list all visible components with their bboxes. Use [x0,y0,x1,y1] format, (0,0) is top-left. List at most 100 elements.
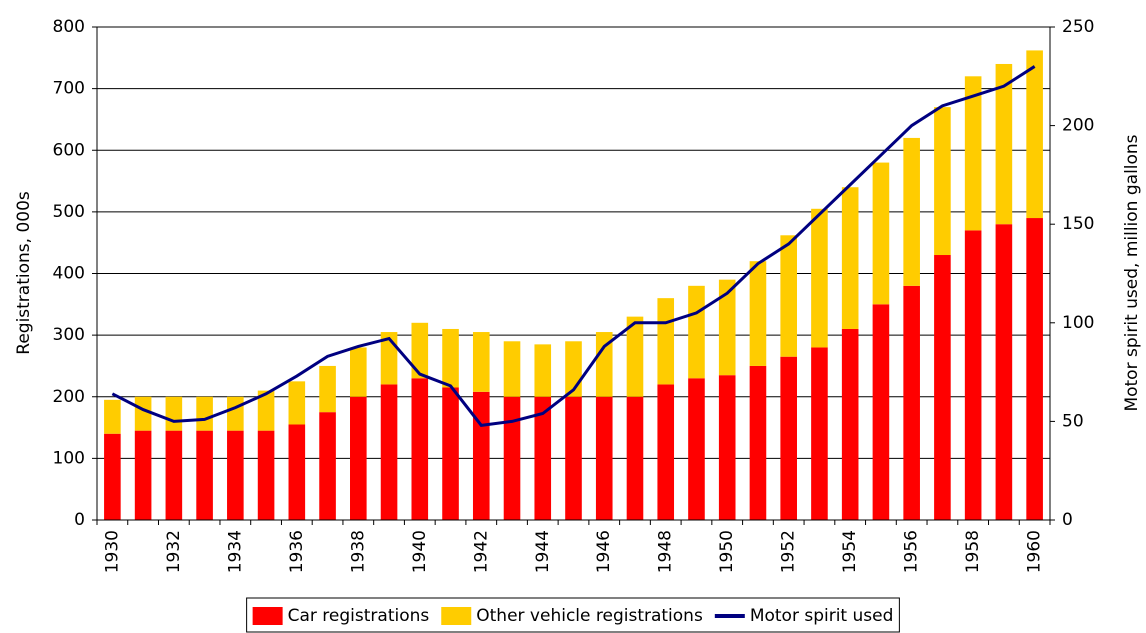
x-tick-label: 1952 [779,530,799,573]
x-tick-label: 1930 [102,530,122,573]
bar [165,430,183,520]
bar [350,396,367,520]
legend-swatch [252,607,283,625]
bar [749,365,767,520]
bar [780,356,797,520]
y2-axis-title: Motor spirit used, million gallons [1122,134,1142,411]
line [111,65,1036,427]
bar [657,384,675,520]
y-tick-label: 100 [53,448,85,468]
bar [411,322,429,379]
bar [841,187,859,329]
bar [811,208,828,348]
y-tick-label: 500 [53,202,85,222]
bar [1026,50,1043,219]
x-tick-label: 1942 [471,530,491,573]
x-tick-label: 1948 [656,530,676,573]
x-tick-label: 1946 [594,530,614,573]
bar [104,433,121,520]
legend-swatch [441,607,472,625]
bar [749,261,767,366]
bar [841,328,859,520]
y2-tick-label: 250 [1062,17,1094,37]
bar [227,430,244,520]
y2-tick-label: 100 [1062,313,1094,333]
bar [257,430,275,520]
bar [442,328,459,388]
y2-tick-label: 50 [1062,411,1084,431]
bar [995,63,1013,225]
y-tick-label: 200 [53,387,85,407]
x-tick-label: 1956 [902,530,922,573]
bar [472,391,490,520]
bar [565,396,582,520]
bar [380,384,398,520]
legend-label: Other vehicle registrations [476,606,703,626]
bar [811,347,828,520]
bar [227,396,244,431]
bar [196,396,213,431]
x-tick-label: 1960 [1025,530,1045,573]
bar [503,341,521,397]
bar [903,285,920,520]
bar [165,396,183,431]
bar [257,390,275,431]
bar [934,107,951,256]
bar [657,298,675,385]
bar [472,332,490,392]
bar [872,162,890,305]
y2-tick-label: 0 [1062,510,1073,530]
bar [595,332,613,397]
bar [534,344,552,397]
y-tick-label: 800 [53,17,85,37]
bar [134,396,152,431]
x-tick-label: 1958 [963,530,983,573]
bar [350,347,367,397]
x-tick-label: 1954 [840,530,860,573]
x-tick-label: 1938 [348,530,368,573]
legend-box [246,597,900,633]
bar [688,285,705,379]
x-tick-label: 1944 [533,530,553,573]
y-tick-label: 400 [53,264,85,284]
bar [995,224,1013,520]
bar [626,396,644,520]
bar [964,230,982,521]
bar [288,381,306,425]
y2-tick-label: 200 [1062,116,1094,136]
y2-tick-label: 150 [1062,214,1094,234]
legend-label: Motor spirit used [750,606,894,626]
bar [934,255,951,520]
bar [872,304,890,520]
bar [442,387,459,520]
bar [688,378,705,520]
bar [288,424,306,520]
x-tick-label: 1934 [225,530,245,573]
x-tick-label: 1936 [287,530,307,573]
x-tick-label: 1932 [164,530,184,573]
bar [595,396,613,520]
bar [718,279,736,376]
bar [319,365,336,413]
y-tick-label: 0 [74,510,85,530]
bar [1026,218,1043,520]
bar [196,430,213,520]
y-axis-title: Registrations, 000s [14,191,34,355]
bar [903,137,920,286]
bar [104,399,121,434]
bar [718,375,736,520]
x-tick-label: 1940 [410,530,430,573]
y-tick-label: 600 [53,140,85,160]
y-tick-label: 700 [53,79,85,99]
bar [503,396,521,520]
legend-label: Car registrations [288,606,430,626]
bar [319,412,336,520]
bar [411,378,429,520]
y-tick-label: 300 [53,325,85,345]
bar [964,76,982,231]
bar [134,430,152,520]
x-tick-label: 1950 [717,530,737,573]
legend: Car registrations Other vehicle registrat… [252,606,894,626]
bar [780,235,797,357]
